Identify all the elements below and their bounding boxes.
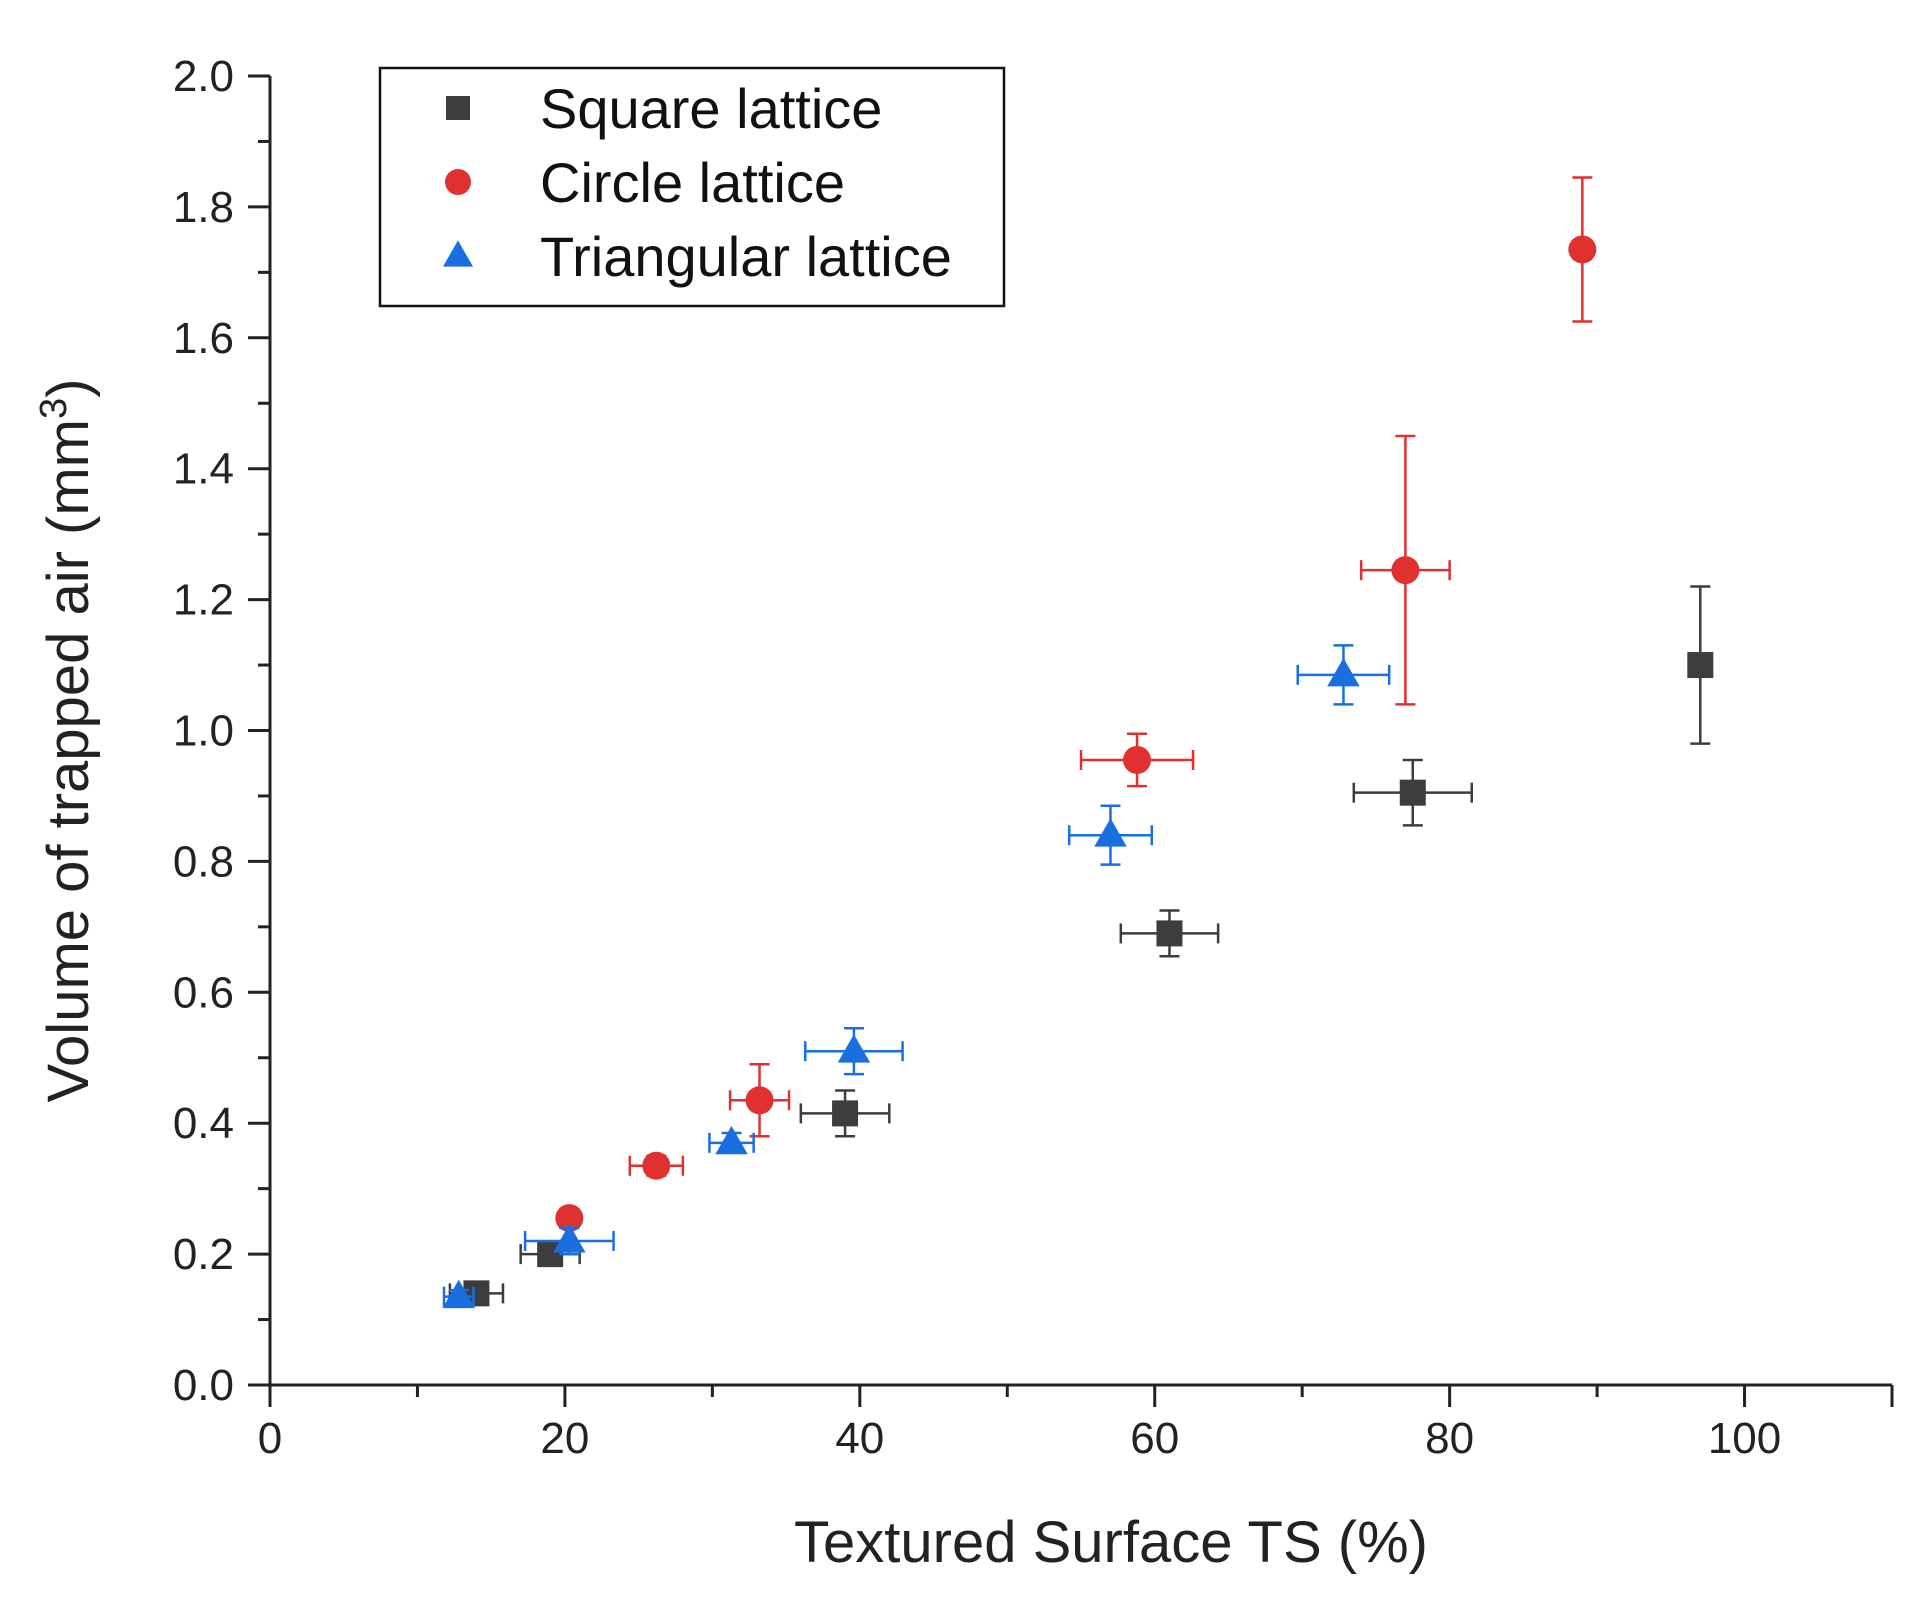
legend-item: Circle lattice	[445, 151, 845, 214]
data-marker	[553, 1224, 586, 1253]
data-point	[1359, 434, 1451, 706]
data-point	[1568, 176, 1597, 323]
data-marks	[442, 176, 1714, 1309]
y-tick-label: 0.2	[173, 1230, 234, 1279]
data-marker	[1156, 920, 1183, 947]
x-tick-label: 100	[1708, 1414, 1781, 1463]
data-marker	[832, 1100, 859, 1127]
y-tick-label: 1.4	[173, 445, 234, 494]
data-point	[1687, 585, 1714, 745]
data-point	[1352, 758, 1474, 827]
data-point	[804, 1027, 904, 1076]
data-marker	[745, 1086, 774, 1115]
series-triangle	[442, 644, 1391, 1309]
data-point	[1296, 644, 1391, 706]
data-marker	[1327, 657, 1360, 687]
y-tick-label: 2.0	[173, 52, 234, 101]
x-tick-label: 60	[1130, 1414, 1179, 1463]
data-marker	[715, 1125, 748, 1155]
legend-label: Square lattice	[540, 77, 882, 140]
x-axis-title: Textured Surface TS (%)	[794, 1510, 1428, 1575]
data-marker	[1094, 818, 1127, 847]
legend-marker	[445, 169, 471, 195]
data-marker	[442, 1279, 475, 1309]
legend-frame	[378, 66, 1006, 308]
y-axis-title: Volume of trapped air (mm3)	[33, 379, 101, 1103]
data-marker	[555, 1204, 584, 1233]
data-point	[442, 1279, 475, 1309]
data-point	[628, 1151, 685, 1180]
series-circle	[555, 176, 1597, 1233]
data-point	[555, 1204, 584, 1233]
y-tick-label: 1.0	[173, 707, 234, 756]
data-point	[728, 1063, 791, 1138]
legend-item: Triangular lattice	[443, 225, 952, 288]
data-point	[523, 1224, 615, 1256]
data-marker	[1687, 652, 1714, 679]
data-point	[708, 1125, 755, 1155]
data-point	[1079, 732, 1195, 788]
data-marker	[837, 1034, 871, 1063]
y-tick-label: 0.4	[173, 1099, 234, 1148]
legend-marker	[446, 96, 470, 120]
data-point	[1119, 909, 1220, 958]
series-square	[448, 585, 1714, 1307]
axes: 0.0 0.2 0.4 0.6 0.8 1.0 1.2 1.4 1.6 1.8 2.0 0 20 40 60…	[33, 52, 1894, 1575]
data-marker	[1568, 235, 1597, 264]
x-tick-label: 0	[258, 1414, 282, 1463]
legend-item: Square lattice	[446, 77, 882, 140]
legend-label: Circle lattice	[540, 151, 845, 214]
y-tick-label: 0.6	[173, 968, 234, 1017]
x-tick-label: 20	[540, 1414, 589, 1463]
legend-marker	[443, 240, 473, 267]
y-tick-label: 0.8	[173, 837, 234, 886]
x-tick-label: 40	[835, 1414, 884, 1463]
data-marker	[1391, 556, 1420, 585]
data-point	[1067, 804, 1154, 866]
x-tick-label: 80	[1425, 1414, 1474, 1463]
y-tick-label: 1.2	[173, 576, 234, 625]
y-tick-label: 1.6	[173, 314, 234, 363]
data-marker	[1399, 779, 1426, 806]
data-point	[799, 1089, 891, 1138]
y-tick-label: 0.0	[173, 1361, 234, 1410]
data-marker	[642, 1151, 671, 1180]
data-marker	[1123, 745, 1152, 774]
y-tick-label: 1.8	[173, 183, 234, 232]
legend: Square lattice Circle lattice Triangular l…	[378, 66, 1006, 308]
legend-label: Triangular lattice	[540, 225, 952, 288]
